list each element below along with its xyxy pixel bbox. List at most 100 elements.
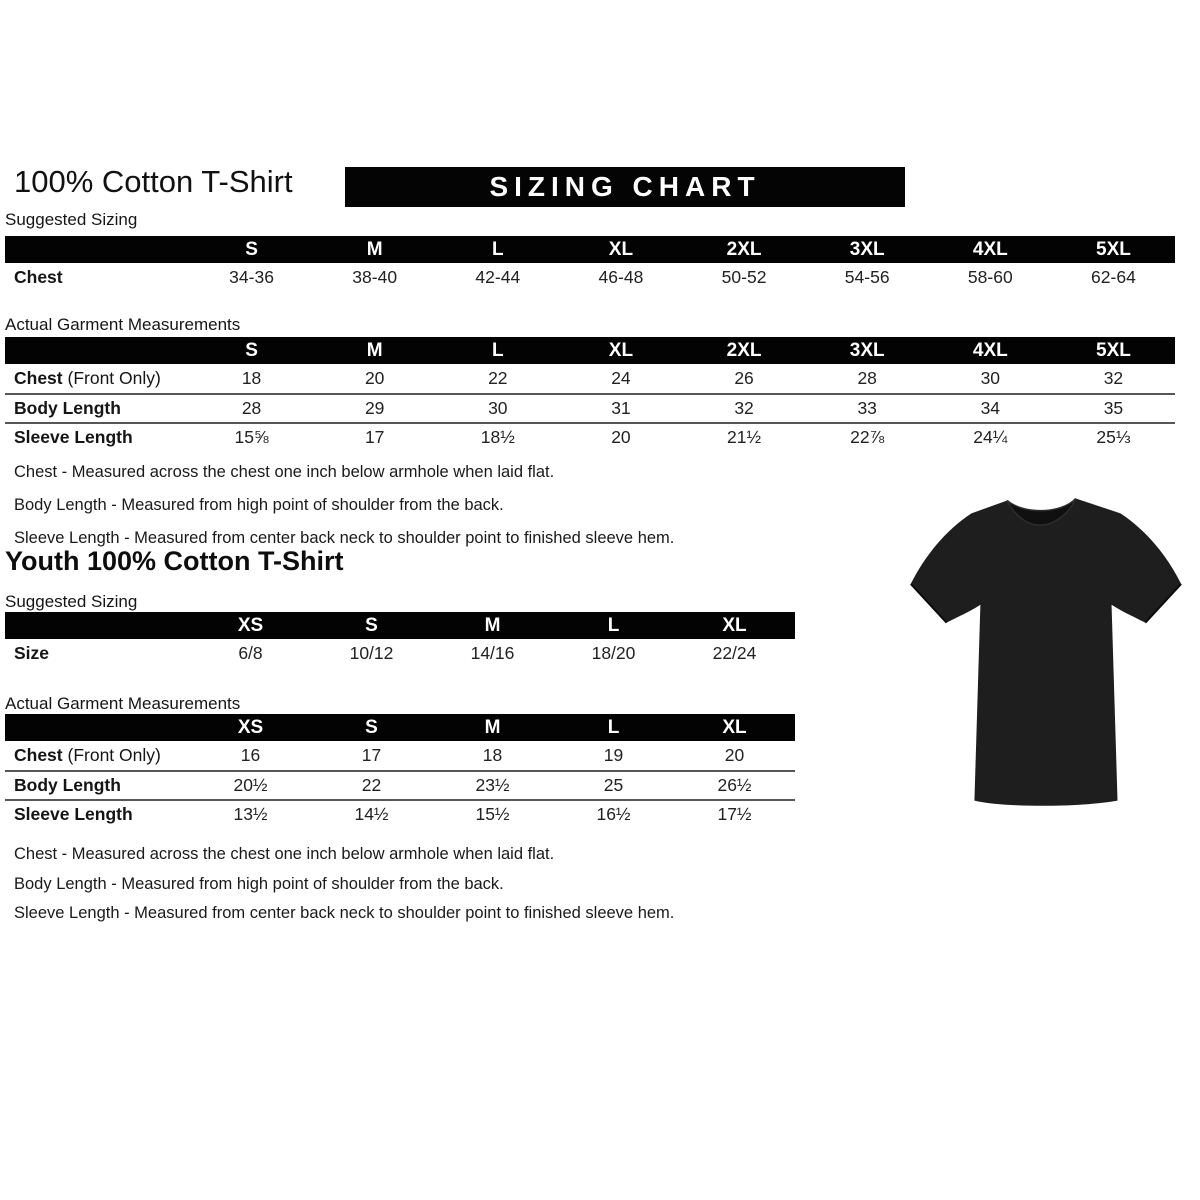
column-header: S — [245, 238, 258, 260]
column-header: XL — [722, 614, 747, 636]
table-cell: 17½ — [717, 804, 752, 824]
row-label: Chest (Front Only) — [14, 368, 161, 388]
table-header-row: S M L XL 2XL 3XL 4XL 5XL — [5, 236, 1175, 263]
table-cell: 20 — [611, 427, 631, 447]
row-label: Size — [14, 643, 50, 663]
adult-measurement-notes: Chest - Measured across the chest one in… — [14, 456, 674, 555]
banner-label: SIZING CHART — [489, 171, 761, 202]
table-row: Body Length 28 29 30 31 32 33 34 35 — [5, 393, 1175, 422]
table-cell: 28 — [857, 368, 877, 388]
table-cell: 17 — [364, 427, 385, 447]
table-cell: 32 — [734, 398, 754, 418]
youth-measurements-table: XS S M L XL Chest (Front Only) 16 17 18 … — [5, 714, 795, 828]
youth-title: Youth 100% Cotton T-Shirt — [5, 546, 344, 576]
table-cell: 26 — [734, 368, 754, 388]
column-header: M — [366, 339, 383, 361]
measurement-note: Body Length - Measured from high point o… — [14, 496, 504, 514]
adult-measurements-table: S M L XL 2XL 3XL 4XL 5XL Chest (Front On… — [5, 337, 1175, 451]
row-label-note: (Front Only) — [62, 745, 161, 765]
table-cell: 28 — [241, 398, 262, 418]
adult-suggested-table: S M L XL 2XL 3XL 4XL 5XL Chest 34-36 38-… — [5, 236, 1175, 292]
column-header: 2XL — [726, 238, 762, 260]
table-cell: 18 — [241, 368, 262, 388]
table-cell: 24 — [611, 368, 631, 388]
youth-measurement-notes: Chest - Measured across the chest one in… — [14, 840, 674, 929]
sizing-chart-banner: SIZING CHART — [345, 167, 905, 207]
measurement-note: Chest - Measured across the chest one in… — [14, 463, 555, 481]
column-header: 2XL — [726, 339, 762, 361]
table-cell: 22 — [488, 368, 508, 388]
tshirt-collar — [1006, 497, 1077, 527]
table-cell: 22 — [361, 775, 382, 795]
table-cell: 62-64 — [1091, 267, 1136, 287]
table-cell: 34-36 — [229, 267, 274, 287]
row-label: Sleeve Length — [14, 804, 133, 824]
table-row: Chest 34-36 38-40 42-44 46-48 50-52 54-5… — [5, 263, 1175, 292]
table-cell: 33 — [857, 398, 877, 418]
youth-suggested-table: XS S M L XL Size 6/8 10/12 14/16 18/20 2… — [5, 612, 795, 668]
row-label: Body Length — [14, 775, 121, 795]
table-cell: 17 — [361, 745, 382, 765]
table-cell: 14/16 — [470, 643, 515, 663]
table-row: Sleeve Length 13½ 14½ 15½ 16½ 17½ — [5, 799, 795, 828]
table-cell: 10/12 — [349, 643, 394, 663]
table-cell: 35 — [1103, 398, 1124, 418]
column-header: XL — [608, 339, 634, 361]
adult-measurements-label: Actual Garment Measurements — [5, 315, 241, 334]
column-header: L — [492, 339, 504, 361]
table-cell: 50-52 — [721, 267, 767, 287]
table-cell: 38-40 — [352, 267, 398, 287]
measurement-note: Chest - Measured across the chest one in… — [14, 845, 555, 863]
column-header: L — [492, 238, 504, 260]
table-cell: 16½ — [596, 804, 631, 824]
tshirt-left-sleeve-seam — [910, 583, 948, 624]
table-cell: 19 — [603, 745, 624, 765]
row-label-note: (Front Only) — [62, 368, 161, 388]
column-header: 3XL — [849, 339, 885, 361]
row-label: Chest (Front Only) — [14, 745, 161, 765]
column-header: 5XL — [1096, 339, 1131, 361]
table-cell: 20 — [364, 368, 385, 388]
table-cell: 18 — [482, 745, 503, 765]
measurement-note: Body Length - Measured from high point o… — [14, 874, 504, 893]
table-cell: 26½ — [717, 775, 752, 795]
column-header: 5XL — [1096, 238, 1131, 260]
table-cell: 34 — [980, 398, 1001, 418]
column-header: M — [484, 716, 501, 738]
column-header: L — [607, 716, 620, 738]
table-cell: 21½ — [727, 427, 762, 447]
row-label: Body Length — [14, 398, 121, 418]
table-row: Chest (Front Only) 16 17 18 19 20 — [5, 741, 795, 770]
tshirt-image — [882, 468, 1200, 836]
youth-measurements-label: Actual Garment Measurements — [5, 694, 241, 713]
table-row: Body Length 20½ 22 23½ 25 26½ — [5, 770, 795, 799]
column-header: M — [366, 238, 383, 260]
row-label: Sleeve Length — [14, 427, 133, 447]
table-row: Size 6/8 10/12 14/16 18/20 22/24 — [5, 639, 795, 668]
tshirt-graphic — [910, 497, 1182, 806]
table-cell: 20½ — [233, 775, 268, 795]
table-header-row: S M L XL 2XL 3XL 4XL 5XL — [5, 337, 1175, 364]
column-header: 4XL — [972, 339, 1008, 361]
table-cell: 46-48 — [598, 267, 644, 287]
table-cell: 58-60 — [967, 267, 1013, 287]
table-cell: 30 — [980, 368, 1001, 388]
table-header-row: XS S M L XL — [5, 612, 795, 639]
column-header: S — [245, 339, 258, 361]
table-row: Sleeve Length 15⅝ 17 18½ 20 21½ 22⅞ 24¼ … — [5, 422, 1175, 451]
table-cell: 42-44 — [475, 267, 521, 287]
column-header: 3XL — [849, 238, 885, 260]
table-cell: 25 — [603, 775, 624, 795]
column-header: XL — [608, 238, 634, 260]
table-cell: 22/24 — [712, 643, 757, 663]
column-header: XS — [237, 614, 264, 636]
measurement-note: Sleeve Length - Measured from center bac… — [14, 904, 675, 922]
row-label: Chest — [14, 267, 63, 287]
table-cell: 23½ — [475, 775, 510, 795]
column-header: XL — [722, 716, 747, 738]
table-header-row: XS S M L XL — [5, 714, 795, 741]
table-cell: 25⅓ — [1096, 427, 1131, 447]
measurement-note: Sleeve Length - Measured from center bac… — [14, 529, 675, 547]
tshirt-right-sleeve-seam — [1144, 583, 1182, 624]
